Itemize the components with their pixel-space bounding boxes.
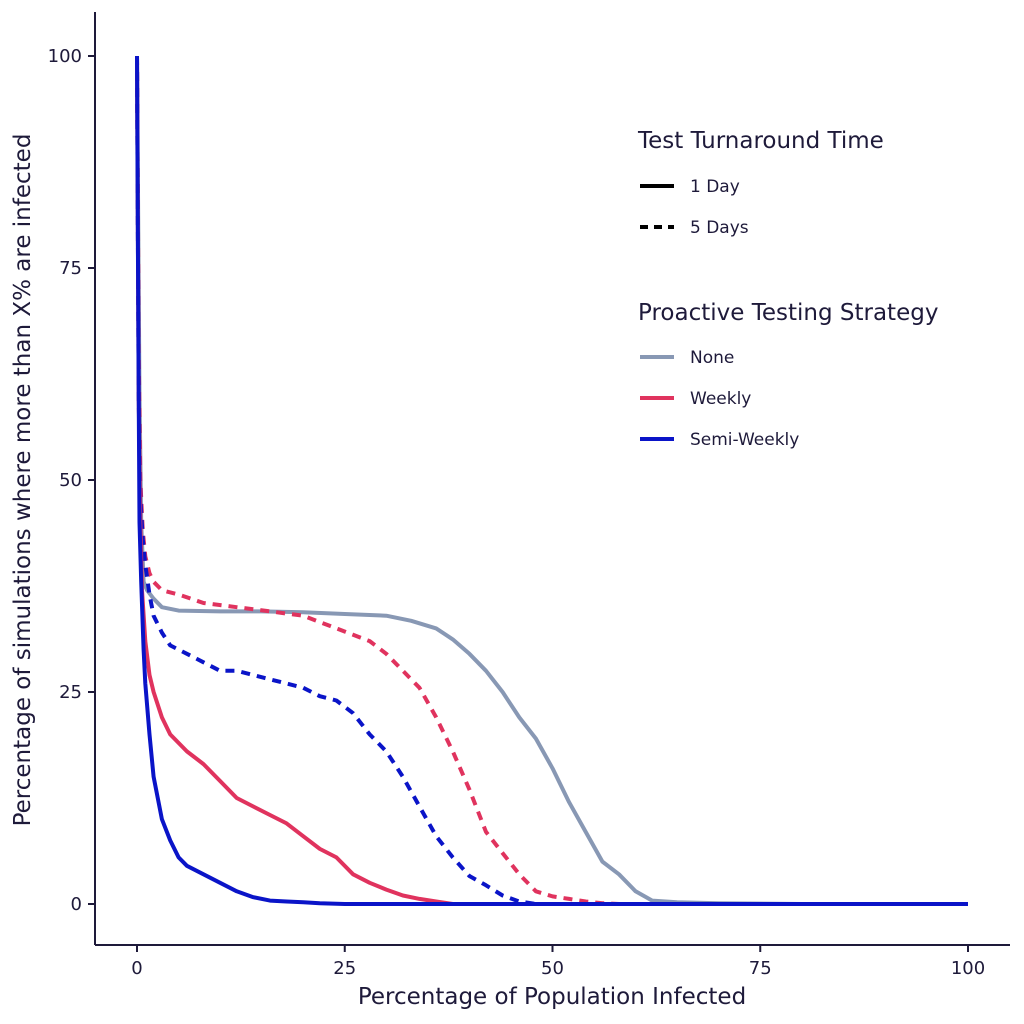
x-tick-label: 25	[333, 958, 356, 979]
series-line-none-1-day	[135, 55, 968, 906]
legend-title-strategy: Proactive Testing Strategy	[638, 300, 938, 326]
legend-label-5-days: 5 Days	[690, 218, 749, 238]
x-tick-label: 75	[749, 958, 772, 979]
x-tick-label: 0	[131, 958, 142, 979]
y-ticks: 0 25 50 75 100	[48, 46, 95, 915]
y-tick-label: 0	[71, 894, 82, 915]
series-line-weekly-1-day	[135, 55, 968, 906]
y-axis-title: Percentage of simulations where more tha…	[10, 134, 36, 827]
legend-label-weekly: Weekly	[690, 389, 751, 409]
series-line-semi-weekly-1-day	[135, 55, 968, 906]
series-line-weekly-5-days	[135, 55, 968, 906]
x-axis-title: Percentage of Population Infected	[358, 984, 746, 1010]
y-tick-label: 100	[48, 46, 82, 67]
x-tick-label: 100	[951, 958, 985, 979]
series-line-semi-weekly-5-days	[135, 55, 968, 906]
legend-label-none: None	[690, 348, 734, 368]
y-tick-label: 25	[59, 682, 82, 703]
x-ticks: 0 25 50 75 100	[131, 945, 985, 979]
x-tick-label: 50	[541, 958, 564, 979]
y-tick-label: 50	[59, 470, 82, 491]
y-tick-label: 75	[59, 258, 82, 279]
legend-label-semi-weekly: Semi-Weekly	[690, 430, 799, 450]
legend-title-turnaround: Test Turnaround Time	[637, 128, 884, 154]
plot-lines	[135, 55, 968, 906]
legend-label-1-day: 1 Day	[690, 177, 740, 197]
legend: Test Turnaround Time 1 Day 5 Days Proact…	[637, 128, 938, 450]
